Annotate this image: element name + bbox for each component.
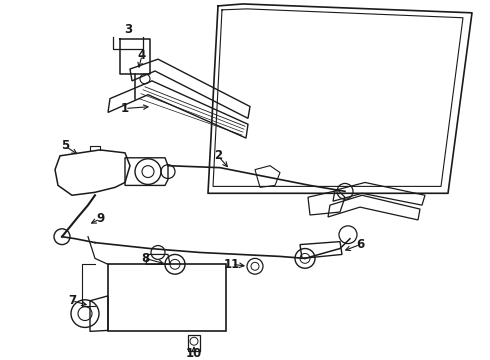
Text: 10: 10 (186, 347, 202, 360)
Text: 6: 6 (356, 238, 364, 251)
Text: 8: 8 (141, 252, 149, 265)
Text: 7: 7 (68, 294, 76, 307)
Text: 5: 5 (61, 139, 69, 153)
Text: 3: 3 (124, 23, 132, 36)
Text: 11: 11 (224, 258, 240, 271)
Text: 4: 4 (138, 49, 146, 62)
Text: 2: 2 (214, 149, 222, 162)
Text: 9: 9 (96, 212, 104, 225)
Text: 1: 1 (121, 102, 129, 115)
